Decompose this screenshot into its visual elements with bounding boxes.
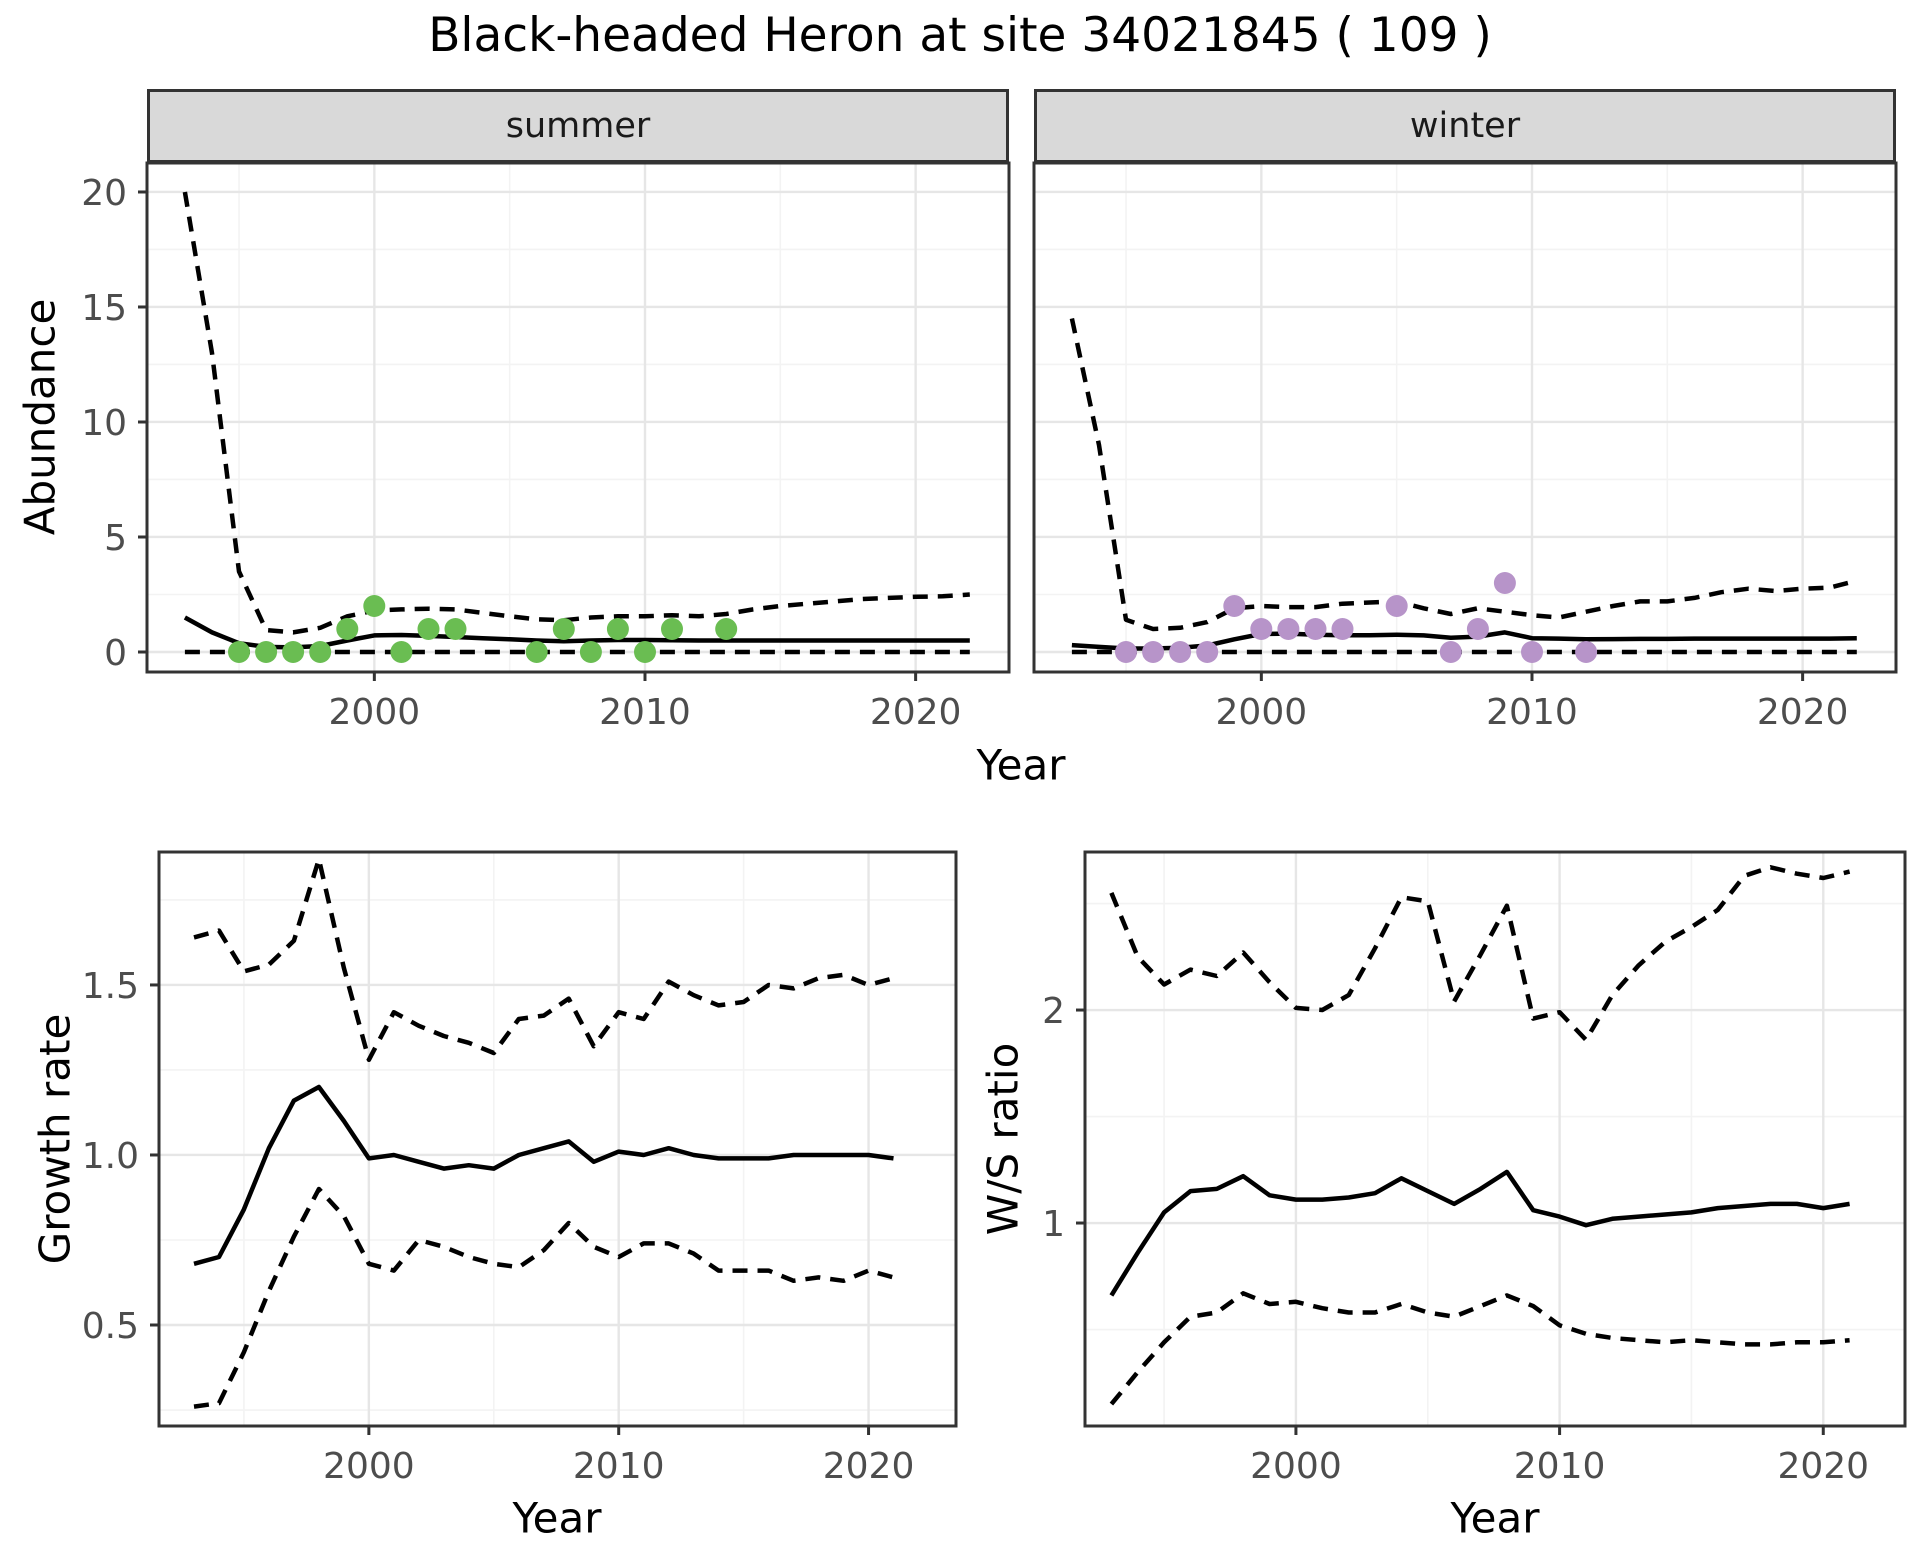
observation-point bbox=[1493, 572, 1516, 594]
y-tick-label: 1.5 bbox=[82, 966, 139, 1007]
panel-growth-rate: 2000 2010 2020 0.5 1.0 1.5 bbox=[82, 850, 958, 1487]
y-axis-title-abundance: Abundance bbox=[15, 298, 65, 536]
x-tick-label: 2000 bbox=[323, 1446, 415, 1487]
facet-strip-winter: winter bbox=[1034, 89, 1896, 163]
observation-point bbox=[1169, 641, 1192, 663]
upper-ci-line bbox=[1069, 318, 1858, 632]
upper-ci-line bbox=[182, 191, 970, 635]
y-tick-label: 15 bbox=[81, 288, 127, 329]
x-tick-label: 2010 bbox=[1486, 692, 1578, 733]
observation-point bbox=[1304, 618, 1327, 640]
observation-point bbox=[390, 641, 413, 663]
y-tick-label: 1.0 bbox=[82, 1136, 139, 1177]
panel-abundance-summer: 2000 2010 2020 0 5 10 15 20 bbox=[81, 161, 1011, 733]
observation-point bbox=[1385, 595, 1408, 617]
observation-point bbox=[336, 618, 359, 640]
x-tick-label: 2000 bbox=[1250, 1446, 1342, 1487]
panel-background bbox=[147, 163, 1009, 672]
observation-point bbox=[1439, 641, 1462, 663]
panel-border bbox=[145, 161, 1011, 674]
panel-ws-ratio: 2000 2010 2020 1 2 bbox=[1042, 850, 1907, 1487]
x-tick-label: 2020 bbox=[870, 692, 962, 733]
lower-ci-line bbox=[1109, 1291, 1850, 1406]
observation-point bbox=[417, 618, 440, 640]
panel-border bbox=[1083, 850, 1907, 1428]
facet-strip-summer: summer bbox=[147, 89, 1009, 163]
x-tick-label: 2010 bbox=[573, 1446, 665, 1487]
y-tick-label: 1 bbox=[1042, 1204, 1065, 1245]
x-tick-label: 2010 bbox=[599, 692, 691, 733]
x-tick-label: 2010 bbox=[1514, 1446, 1606, 1487]
observation-point bbox=[606, 618, 629, 640]
observation-point bbox=[579, 641, 602, 663]
x-tick-label: 2020 bbox=[823, 1446, 915, 1487]
observation-point bbox=[715, 618, 738, 640]
x-axis-title-year-top: Year bbox=[976, 740, 1066, 790]
panel-background bbox=[1085, 852, 1905, 1426]
panel-abundance-winter: 2000 2010 2020 bbox=[1032, 161, 1898, 733]
observation-point bbox=[634, 641, 656, 663]
observation-point bbox=[661, 618, 683, 640]
y-axis-title-growth-rate: Growth rate bbox=[30, 1013, 80, 1265]
panel-border bbox=[1032, 161, 1898, 674]
median-line bbox=[1109, 1169, 1850, 1297]
observation-point bbox=[1466, 618, 1489, 640]
x-tick-label: 2020 bbox=[1757, 692, 1849, 733]
x-tick-label: 2000 bbox=[329, 692, 421, 733]
observation-point bbox=[1115, 641, 1137, 663]
observation-point bbox=[309, 641, 332, 663]
y-tick-label: 10 bbox=[81, 403, 127, 444]
observation-point bbox=[282, 641, 305, 663]
observation-point bbox=[1196, 641, 1219, 663]
observation-point bbox=[1575, 641, 1598, 663]
facet-strip-summer-label: summer bbox=[505, 106, 651, 146]
facet-strip-winter-label: winter bbox=[1409, 106, 1521, 146]
x-tick-label: 2000 bbox=[1216, 692, 1308, 733]
observation-point bbox=[552, 618, 575, 640]
y-tick-label: 0.5 bbox=[82, 1306, 139, 1347]
y-tick-label: 5 bbox=[104, 518, 127, 559]
y-tick-label: 2 bbox=[1042, 991, 1065, 1032]
panel-background bbox=[159, 852, 956, 1426]
y-tick-label: 0 bbox=[104, 633, 127, 674]
observation-point bbox=[525, 641, 548, 663]
observation-point bbox=[363, 595, 386, 617]
y-tick-label: 20 bbox=[81, 173, 127, 214]
observation-point bbox=[255, 641, 278, 663]
plot-title: Black-headed Heron at site 34021845 ( 10… bbox=[428, 8, 1492, 63]
x-tick-label: 2020 bbox=[1777, 1446, 1869, 1487]
observation-point bbox=[444, 618, 467, 640]
observation-point bbox=[1250, 618, 1273, 640]
observation-point bbox=[1142, 641, 1165, 663]
upper-ci-line bbox=[1109, 865, 1851, 1043]
observation-point bbox=[1521, 641, 1543, 663]
panel-background bbox=[1034, 163, 1896, 672]
median-line bbox=[193, 1084, 894, 1266]
observation-point bbox=[1331, 618, 1354, 640]
observation-point bbox=[1223, 595, 1246, 617]
observation-point bbox=[228, 641, 250, 663]
x-axis-title-year-ws: Year bbox=[1450, 1493, 1540, 1543]
upper-ci-line bbox=[193, 856, 895, 1063]
panel-border bbox=[157, 850, 958, 1428]
lower-ci-line bbox=[193, 1186, 895, 1409]
x-axis-title-year-growth: Year bbox=[512, 1493, 602, 1543]
y-axis-title-ws-ratio: W/S ratio bbox=[978, 1042, 1028, 1236]
observation-point bbox=[1277, 618, 1300, 640]
